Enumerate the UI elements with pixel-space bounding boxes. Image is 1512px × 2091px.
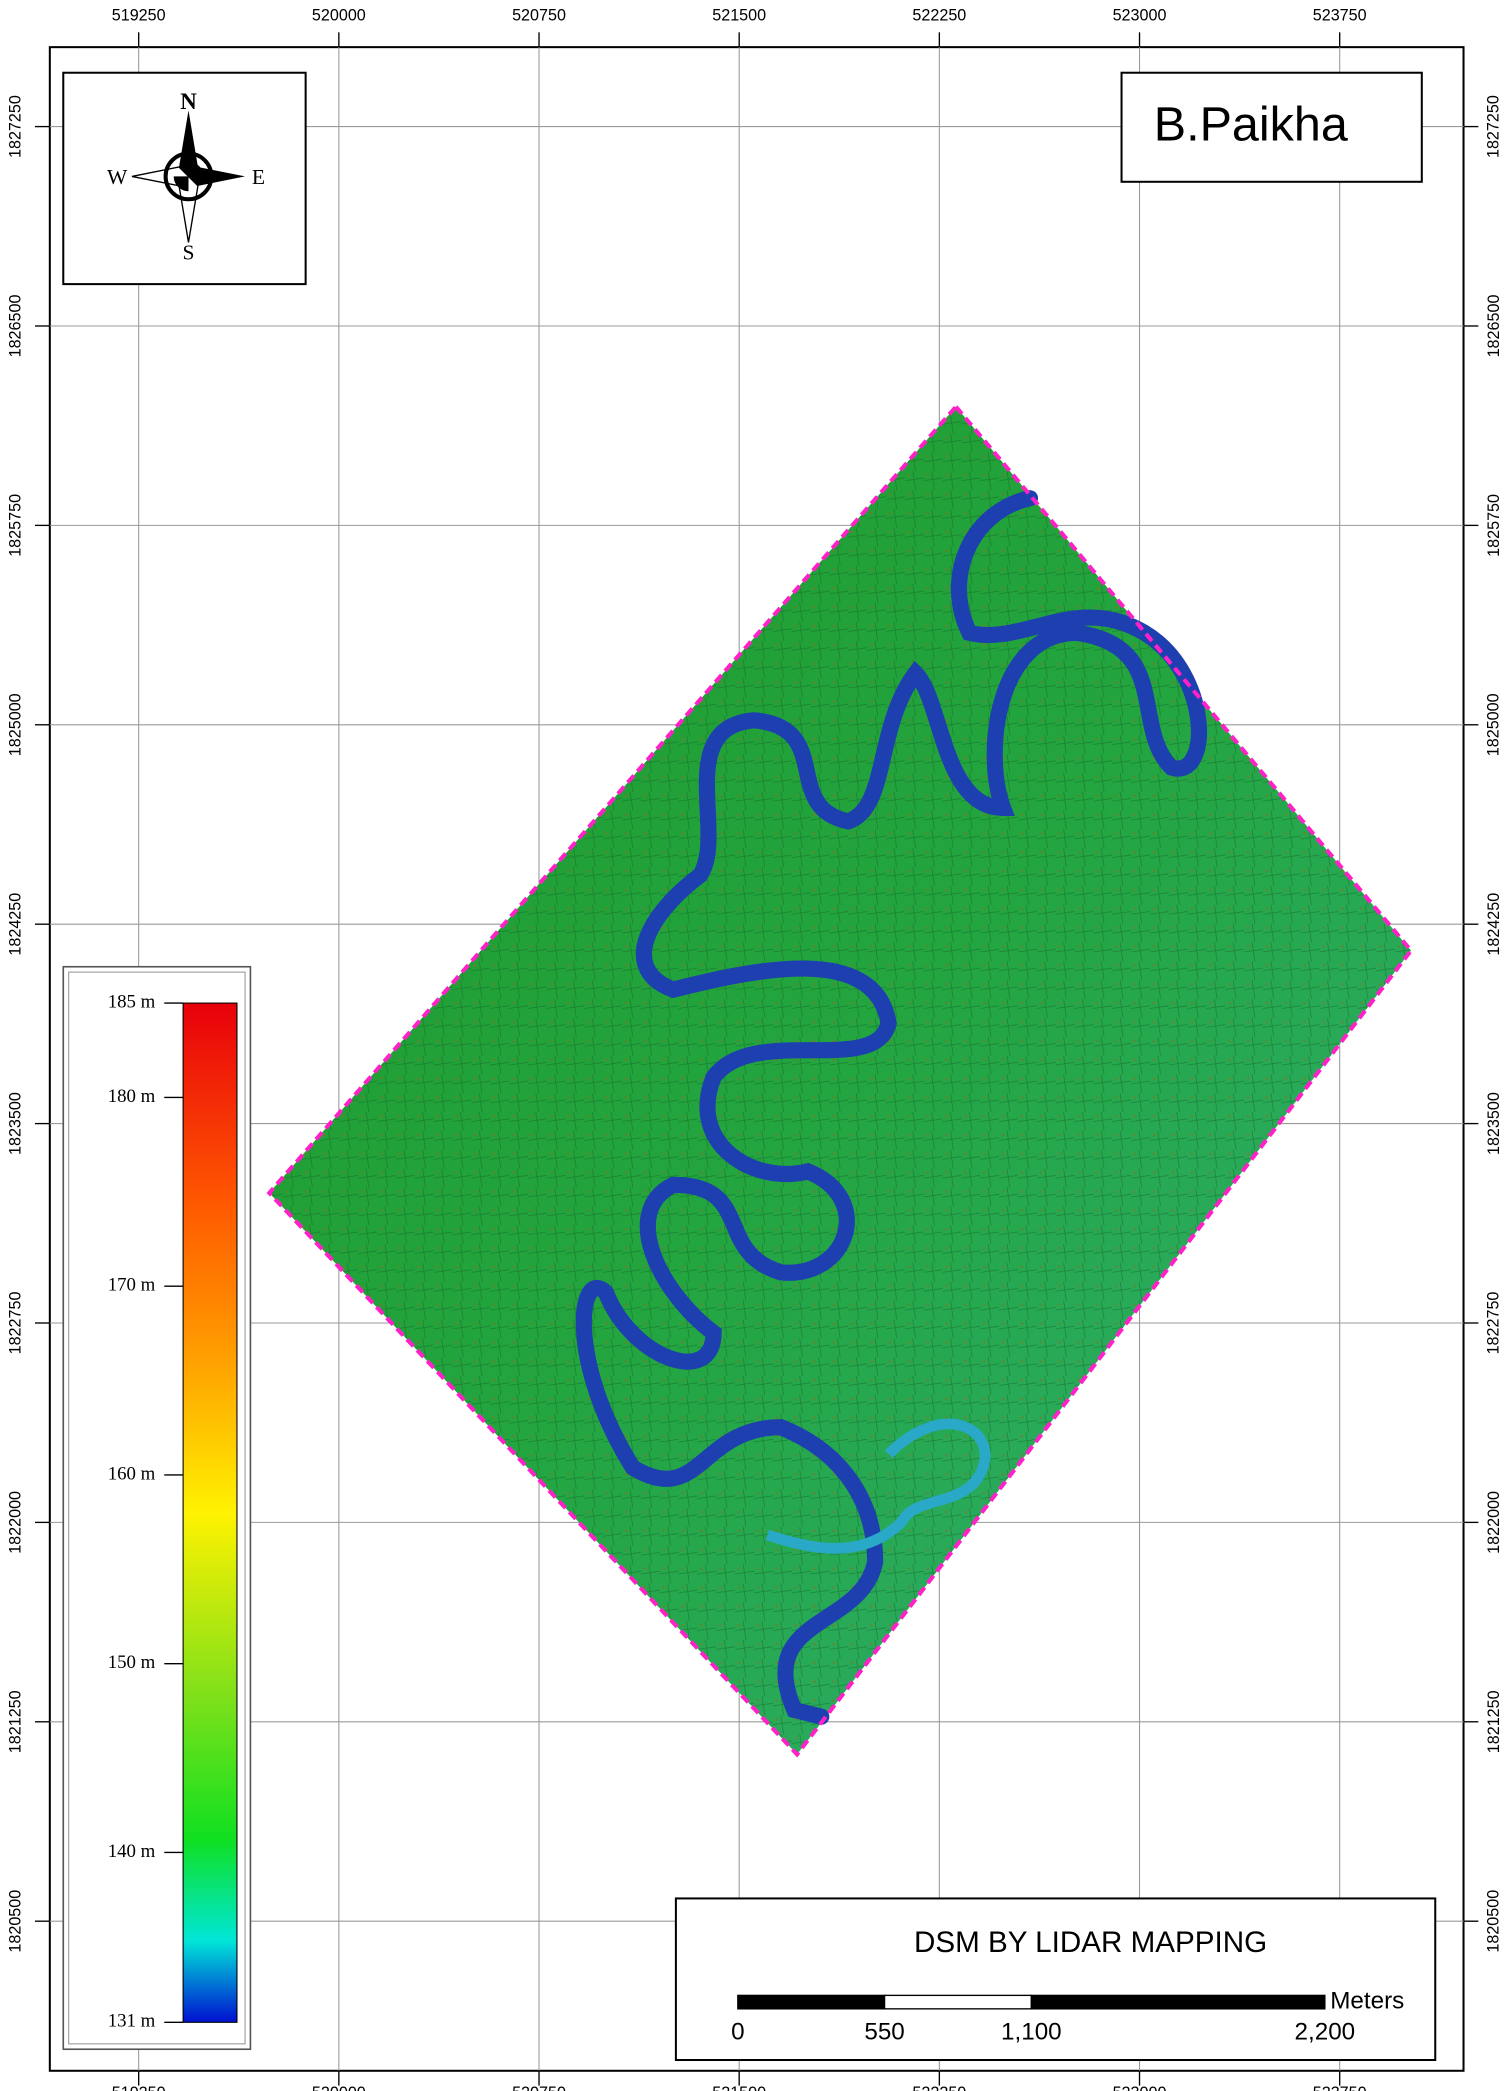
y-label-right: 1823500	[1485, 1092, 1503, 1155]
scale-label: 1,100	[1001, 2018, 1062, 2045]
y-label-left: 1820500	[6, 1890, 24, 1953]
dsm-raster	[266, 403, 1414, 1758]
y-label-right: 1822750	[1485, 1292, 1503, 1355]
legend-label: 150 m	[108, 1652, 156, 1673]
scale-segment	[1030, 1994, 1326, 2010]
x-label-top: 520000	[312, 6, 366, 24]
x-label-top: 521500	[712, 6, 766, 24]
x-label-bottom: 521500	[712, 2084, 766, 2091]
y-label-left: 1823500	[6, 1092, 24, 1155]
x-label-top: 523750	[1313, 6, 1367, 24]
x-label-bottom: 520000	[312, 2084, 366, 2091]
scale-bar: DSM BY LIDAR MAPPING Meters 0 550 1,100 2,2…	[674, 1897, 1437, 2062]
scale-label: 2,200	[1295, 2018, 1356, 2045]
scale-segment	[737, 1994, 886, 2010]
x-label-bottom: 520750	[512, 2084, 566, 2091]
scale-label: 0	[731, 2018, 744, 2045]
y-label-left: 1822000	[6, 1491, 24, 1554]
x-label-bottom: 522250	[912, 2084, 966, 2091]
y-label-right: 1826500	[1485, 295, 1503, 358]
y-label-right: 1825000	[1485, 693, 1503, 756]
y-label-left: 1827250	[6, 95, 24, 158]
compass-w: W	[107, 165, 128, 189]
y-label-left: 1826500	[6, 295, 24, 358]
color-ramp	[182, 1002, 238, 2023]
y-label-right: 1824250	[1485, 893, 1503, 956]
legend-label: 140 m	[108, 1841, 156, 1862]
y-label-left: 1824250	[6, 893, 24, 956]
y-label-right: 1827250	[1485, 95, 1503, 158]
y-label-right: 1825750	[1485, 494, 1503, 557]
y-label-left: 1821250	[6, 1690, 24, 1753]
y-label-right: 1821250	[1485, 1690, 1503, 1753]
old-channel	[765, 1418, 991, 1554]
y-label-right: 1820500	[1485, 1890, 1503, 1953]
x-label-bottom: 519250	[112, 2084, 166, 2091]
river	[575, 490, 1207, 1725]
x-label-top: 522250	[912, 6, 966, 24]
legend-label: 180 m	[108, 1086, 156, 1107]
legend-label: 185 m	[108, 991, 156, 1012]
legend-label: 131 m	[108, 2011, 156, 2032]
compass-s: S	[183, 240, 195, 264]
map-title: B.Paikha	[1154, 98, 1348, 152]
x-label-bottom: 523750	[1313, 2084, 1367, 2091]
y-label-left: 1822750	[6, 1292, 24, 1355]
scale-segment	[883, 1994, 1033, 2010]
y-label-left: 1825000	[6, 693, 24, 756]
scale-title: DSM BY LIDAR MAPPING	[914, 1926, 1267, 1959]
scale-unit: Meters	[1330, 1988, 1404, 2015]
compass-n: N	[180, 89, 197, 114]
survey-boundary	[266, 403, 1414, 1758]
x-label-top: 523000	[1113, 6, 1167, 24]
x-label-bottom: 523000	[1113, 2084, 1167, 2091]
title-box	[1120, 71, 1423, 183]
legend-label: 160 m	[108, 1463, 156, 1484]
north-arrow: N S E W	[62, 71, 307, 286]
scale-label: 550	[864, 2018, 904, 2045]
legend: 185 m 180 m 170 m 160 m 150 m 140 m 131 m	[62, 965, 252, 2051]
legend-label: 170 m	[108, 1275, 156, 1296]
y-label-right: 1822000	[1485, 1491, 1503, 1554]
y-label-left: 1825750	[6, 494, 24, 557]
x-label-top: 520750	[512, 6, 566, 24]
x-label-top: 519250	[112, 6, 166, 24]
compass-e: E	[252, 165, 265, 189]
